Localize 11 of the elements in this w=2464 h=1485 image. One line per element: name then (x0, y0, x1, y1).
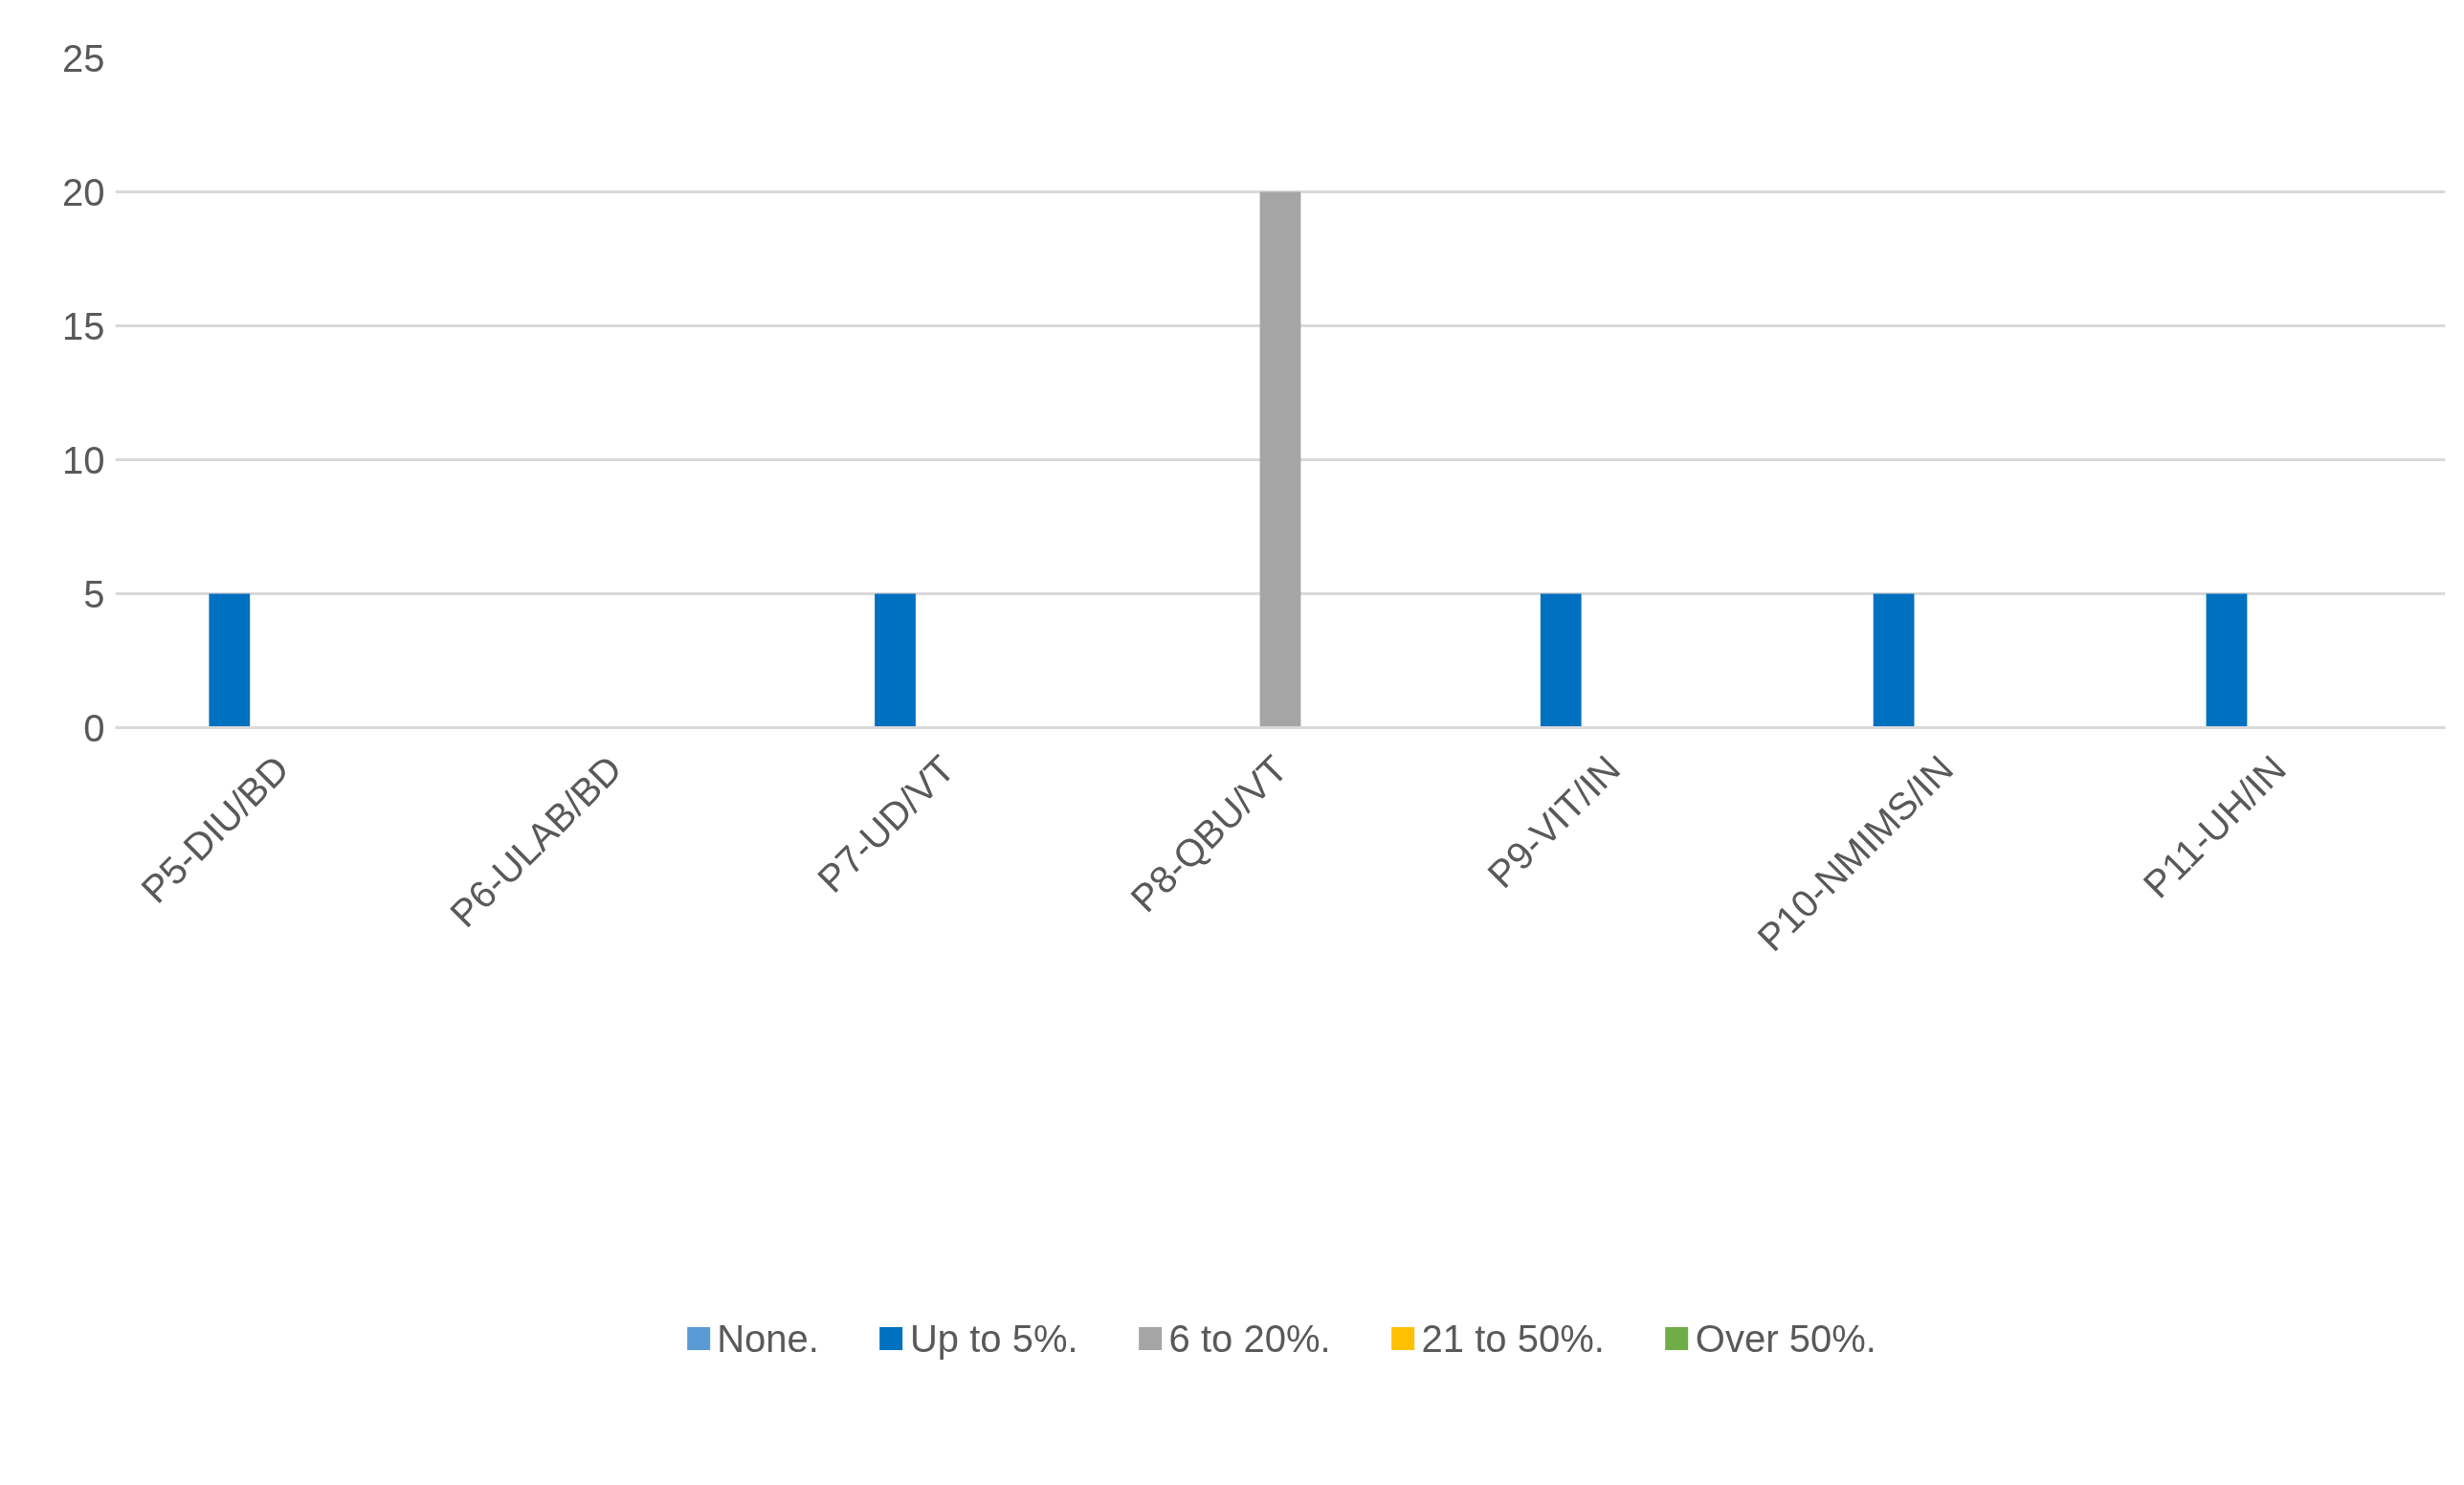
y-tick-label: 15 (62, 304, 105, 347)
y-tick-label: 0 (83, 706, 105, 749)
y-tick-label: 10 (62, 438, 105, 481)
legend-label: 6 to 20%. (1168, 1317, 1331, 1361)
legend-label: None. (717, 1317, 819, 1361)
legend-label: Over 50%. (1695, 1317, 1876, 1361)
y-tick-label: 20 (62, 170, 105, 213)
y-tick-label: 5 (83, 572, 105, 615)
y-tick-label: 25 (62, 36, 105, 79)
legend-label: Up to 5%. (909, 1317, 1078, 1361)
legend-label: 21 to 50%. (1421, 1317, 1605, 1361)
